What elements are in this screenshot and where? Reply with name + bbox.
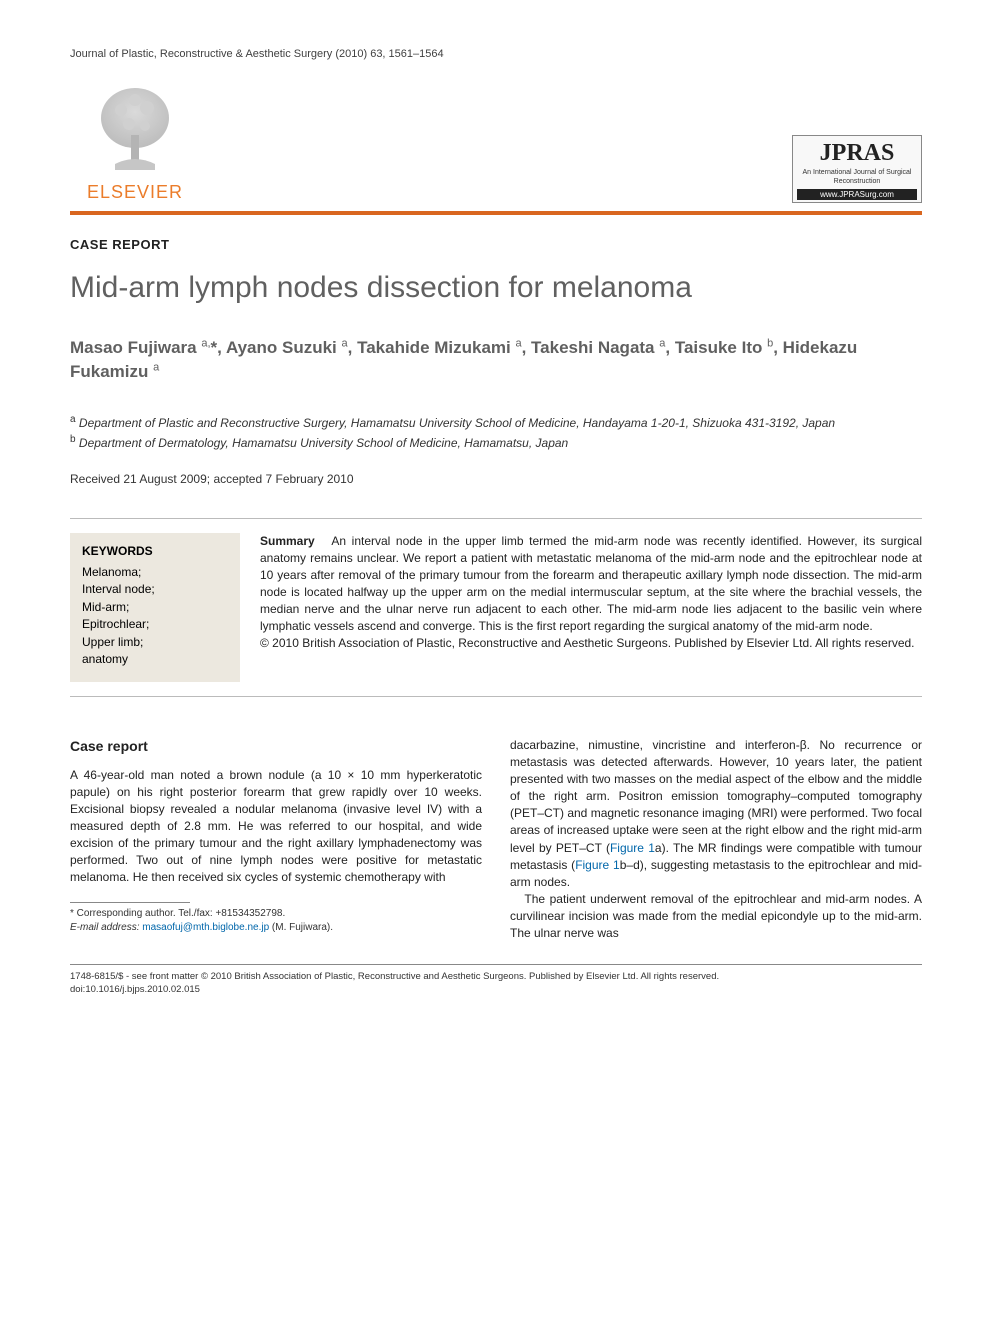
article-type: CASE REPORT	[70, 237, 922, 252]
summary-text: An interval node in the upper limb terme…	[260, 534, 922, 633]
body-para: A 46-year-old man noted a brown nodule (…	[70, 767, 482, 886]
keyword: Melanoma;	[82, 564, 228, 581]
email-who: (M. Fujiwara).	[272, 922, 333, 933]
journal-acronym: JPRAS	[797, 140, 917, 167]
affiliation-b: b Department of Dermatology, Hamamatsu U…	[70, 432, 922, 452]
publisher-name: ELSEVIER	[87, 182, 183, 203]
article-title: Mid-arm lymph nodes dissection for melan…	[70, 270, 922, 306]
summary-copyright: © 2010 British Association of Plastic, R…	[260, 635, 922, 652]
body-para: dacarbazine, nimustine, vincristine and …	[510, 737, 922, 890]
keyword: Upper limb;	[82, 634, 228, 651]
keywords-heading: KEYWORDS	[82, 543, 228, 560]
section-heading: Case report	[70, 737, 482, 757]
figure-ref[interactable]: Figure 1	[575, 858, 620, 872]
running-header: Journal of Plastic, Reconstructive & Aes…	[70, 48, 922, 60]
authors: Masao Fujiwara a,*, Ayano Suzuki a, Taka…	[70, 336, 922, 384]
keywords-box: KEYWORDS Melanoma; Interval node; Mid-ar…	[70, 533, 240, 683]
publisher-logo: ELSEVIER	[70, 80, 200, 203]
masthead: ELSEVIER JPRAS An International Journal …	[70, 80, 922, 203]
bottom-rule	[70, 964, 922, 965]
keyword: anatomy	[82, 651, 228, 668]
journal-badge: JPRAS An International Journal of Surgic…	[792, 135, 922, 203]
footnote-rule	[70, 902, 190, 903]
journal-url[interactable]: www.JPRASurg.com	[797, 189, 917, 200]
abstract-row: KEYWORDS Melanoma; Interval node; Mid-ar…	[70, 518, 922, 698]
affiliation-a: a Department of Plastic and Reconstructi…	[70, 412, 922, 432]
affil-text: Department of Dermatology, Hamamatsu Uni…	[79, 436, 568, 450]
affil-key: a	[70, 414, 76, 425]
affiliations: a Department of Plastic and Reconstructi…	[70, 412, 922, 452]
affil-key: b	[70, 434, 76, 445]
figure-ref[interactable]: Figure 1	[610, 841, 655, 855]
corresponding-author: * Corresponding author. Tel./fax: +81534…	[70, 907, 482, 921]
email-label: E-mail address:	[70, 922, 139, 933]
doi-line: doi:10.1016/j.bjps.2010.02.015	[70, 984, 922, 997]
header-rule	[70, 211, 922, 215]
summary: Summary An interval node in the upper li…	[260, 533, 922, 683]
journal-subtitle: An International Journal of Surgical Rec…	[797, 169, 917, 186]
body-text: dacarbazine, nimustine, vincristine and …	[510, 738, 922, 854]
body-columns: Case report A 46-year-old man noted a br…	[70, 737, 922, 941]
email-link[interactable]: masaofuj@mth.biglobe.ne.jp	[142, 922, 269, 933]
affil-text: Department of Plastic and Reconstructive…	[79, 416, 835, 430]
email-line: E-mail address: masaofuj@mth.biglobe.ne.…	[70, 921, 482, 935]
body-para: The patient underwent removal of the epi…	[510, 891, 922, 942]
footnotes: * Corresponding author. Tel./fax: +81534…	[70, 907, 482, 934]
keyword: Mid-arm;	[82, 599, 228, 616]
elsevier-tree-icon	[85, 80, 185, 180]
summary-label: Summary	[260, 534, 315, 548]
keyword: Interval node;	[82, 581, 228, 598]
article-dates: Received 21 August 2009; accepted 7 Febr…	[70, 472, 922, 486]
keyword: Epitrochlear;	[82, 616, 228, 633]
front-matter-line: 1748-6815/$ - see front matter © 2010 Br…	[70, 971, 922, 984]
